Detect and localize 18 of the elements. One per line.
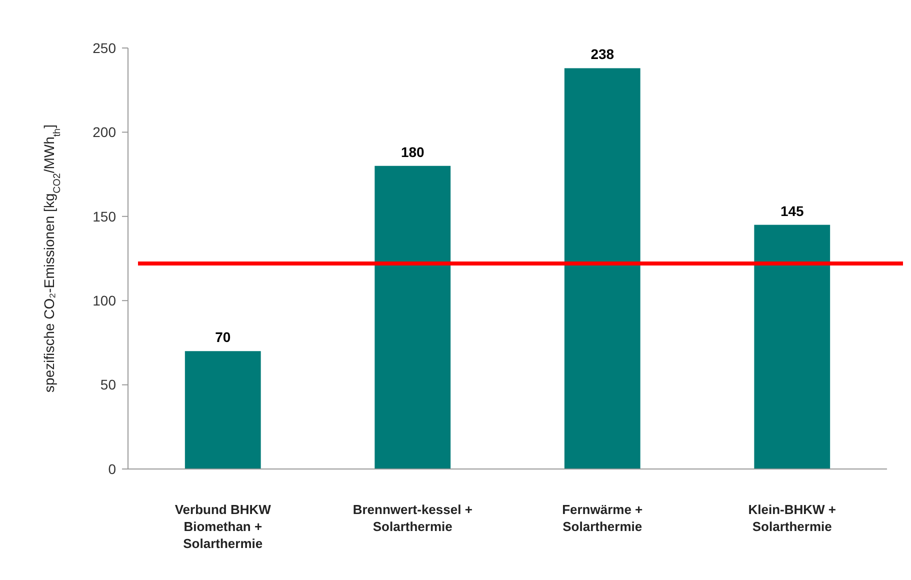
x-tick-label: Brennwert-kessel + Solarthermie <box>352 502 473 534</box>
x-tick-label: Klein-BHKW + Solarthermie <box>748 502 836 534</box>
data-label: 238 <box>590 46 614 62</box>
y-tick-label: 150 <box>92 208 116 224</box>
data-label: 70 <box>215 329 231 346</box>
bar <box>184 351 261 469</box>
y-tick-label: 0 <box>108 460 116 477</box>
data-label: 180 <box>400 144 425 160</box>
y-tick-label: 50 <box>100 376 116 393</box>
y-tick-label: 200 <box>92 124 116 140</box>
bar <box>374 166 451 469</box>
y-tick-label: 100 <box>92 292 116 308</box>
y-tick-label: 250 <box>92 40 116 56</box>
bar <box>754 224 830 469</box>
x-tick-label: Fernwärme + Solarthermie <box>562 502 644 534</box>
data-label: 145 <box>780 202 804 219</box>
bar <box>564 68 640 469</box>
x-tick-label: Verbund BHKW Biomethan + Solarthermie <box>174 502 272 551</box>
